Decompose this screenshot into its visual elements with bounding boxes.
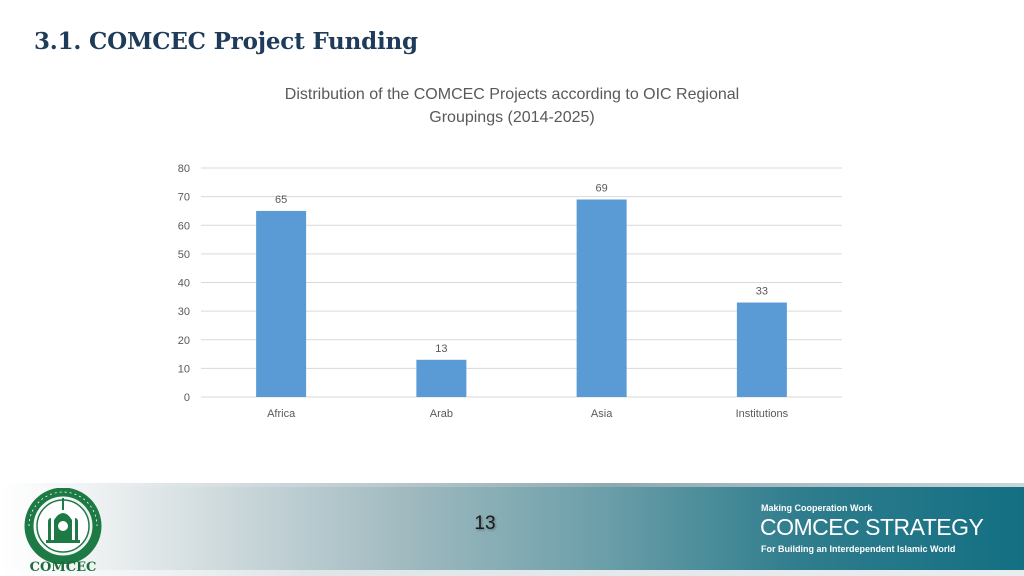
y-tick-label: 30 bbox=[178, 306, 190, 318]
chart-title-line-1: Distribution of the COMCEC Projects acco… bbox=[284, 86, 740, 103]
bar-asia bbox=[576, 199, 627, 397]
data-label: 13 bbox=[435, 343, 447, 355]
bar-africa bbox=[256, 210, 307, 397]
y-tick-label: 80 bbox=[178, 163, 190, 175]
bar-chart: 0 10 20 30 40 50 60 70 80 65 13 69 33 Africa Arab Asi… bbox=[178, 163, 842, 420]
page-number: 13 bbox=[474, 513, 496, 534]
bars bbox=[256, 199, 787, 397]
x-tick-label: Africa bbox=[267, 408, 296, 420]
x-tick-label: Asia bbox=[591, 408, 613, 420]
comcec-logo: COMCEC bbox=[18, 487, 108, 576]
slide-title: 3.1. COMCEC Project Funding bbox=[34, 28, 418, 55]
footer-bottom-strip bbox=[0, 570, 1024, 576]
brand-name: COMCEC STRATEGY bbox=[760, 514, 984, 540]
data-label: 65 bbox=[275, 194, 287, 206]
x-tick-label: Institutions bbox=[736, 408, 789, 420]
y-tick-label: 0 bbox=[184, 392, 190, 404]
data-labels: 65 13 69 33 bbox=[275, 182, 768, 354]
chart-title: Distribution of the COMCEC Projects acco… bbox=[212, 83, 812, 129]
brand-tagline: Making Cooperation Work bbox=[761, 503, 873, 513]
data-label: 69 bbox=[596, 182, 608, 194]
brand-subtitle: For Building an Interdependent Islamic W… bbox=[761, 544, 956, 554]
y-tick-label: 20 bbox=[178, 335, 190, 347]
y-axis-ticks: 0 10 20 30 40 50 60 70 80 bbox=[178, 163, 190, 404]
data-label: 33 bbox=[756, 286, 768, 298]
y-tick-label: 10 bbox=[178, 363, 190, 375]
x-tick-label: Arab bbox=[430, 408, 453, 420]
y-tick-label: 60 bbox=[178, 220, 190, 232]
y-tick-label: 40 bbox=[178, 278, 190, 290]
comcec-emblem-icon bbox=[24, 487, 102, 565]
gridlines bbox=[201, 167, 842, 398]
footer-top-line bbox=[0, 483, 1024, 487]
bar-arab bbox=[416, 359, 467, 397]
bar-institutions bbox=[736, 302, 787, 397]
x-axis-ticks: Africa Arab Asia Institutions bbox=[267, 408, 789, 420]
footer-band bbox=[0, 483, 1024, 576]
y-tick-label: 50 bbox=[178, 249, 190, 261]
y-tick-label: 70 bbox=[178, 192, 190, 204]
chart-title-line-2: Groupings (2014-2025) bbox=[429, 109, 595, 126]
logo-text: COMCEC bbox=[29, 560, 97, 575]
